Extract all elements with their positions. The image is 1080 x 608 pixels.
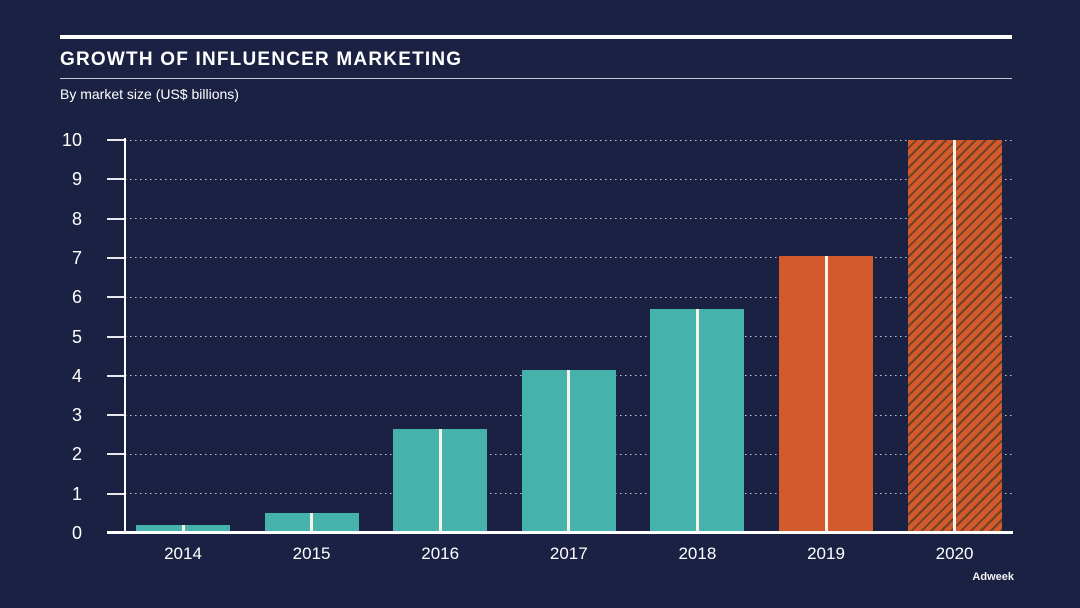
bar-2015 bbox=[264, 513, 359, 533]
y-axis-label-6: 6 bbox=[71, 287, 82, 308]
chart-subtitle: By market size (US$ billions) bbox=[60, 86, 239, 102]
bar-2017 bbox=[521, 369, 616, 533]
x-axis-baseline bbox=[107, 531, 1013, 534]
bar-2016 bbox=[393, 428, 488, 533]
bar-2018 bbox=[650, 309, 745, 533]
x-axis-label-2018: 2018 bbox=[678, 544, 717, 563]
y-tick-10 bbox=[107, 139, 125, 141]
x-axis-label-2016: 2016 bbox=[421, 544, 460, 563]
x-axis-label-2014: 2014 bbox=[164, 544, 202, 563]
chart-title: GROWTH OF INFLUENCER MARKETING bbox=[60, 49, 463, 70]
x-axis-label-2020: 2020 bbox=[935, 544, 974, 563]
y-axis-label-1: 1 bbox=[71, 483, 82, 504]
y-tick-4 bbox=[107, 374, 125, 377]
y-tick-3 bbox=[107, 414, 125, 417]
bar-center-divider bbox=[695, 309, 699, 533]
gridline-6 bbox=[125, 296, 1013, 298]
y-tick-6 bbox=[107, 296, 125, 299]
bar-center-divider bbox=[181, 525, 185, 533]
y-axis-label-0: 0 bbox=[71, 523, 82, 543]
bar-2019 bbox=[779, 255, 873, 533]
bar-2014 bbox=[136, 525, 230, 533]
bar-center-divider bbox=[567, 369, 571, 533]
gridline-8 bbox=[125, 218, 1013, 220]
y-axis-label-7: 7 bbox=[71, 247, 82, 268]
bar-2020 bbox=[907, 140, 1002, 533]
bar-center-divider bbox=[824, 255, 828, 533]
source-credit: Adweek bbox=[972, 571, 1014, 583]
y-tick-2 bbox=[107, 453, 125, 456]
x-axis-label-2019: 2019 bbox=[807, 544, 845, 563]
bar-center-divider bbox=[310, 513, 314, 533]
y-tick-1 bbox=[107, 492, 125, 495]
y-axis-label-8: 8 bbox=[71, 208, 82, 229]
x-axis-label-2015: 2015 bbox=[292, 544, 331, 563]
gridline-9 bbox=[125, 178, 1013, 180]
title-underline-rule bbox=[60, 78, 1012, 79]
gridline-7 bbox=[125, 257, 1013, 259]
header-top-rule bbox=[60, 35, 1012, 39]
y-tick-8 bbox=[107, 217, 125, 220]
y-axis-label-9: 9 bbox=[71, 169, 82, 190]
x-axis-label-2017: 2017 bbox=[549, 544, 588, 563]
bar-chart-plot-area: 0 1 2 3 4 5 6 7 8 9 10 2014 2015 2016 2017 2018 2019 2020 bbox=[62, 130, 1013, 563]
gridline-10 bbox=[125, 139, 1013, 141]
gridline-5 bbox=[125, 336, 1013, 337]
y-tick-9 bbox=[107, 178, 125, 181]
y-axis-label-10: 10 bbox=[61, 130, 82, 150]
bar-center-divider bbox=[438, 428, 442, 533]
y-axis-line bbox=[124, 138, 126, 533]
y-tick-5 bbox=[107, 335, 125, 338]
bar-center-divider bbox=[953, 140, 957, 533]
y-tick-7 bbox=[107, 256, 125, 259]
y-axis-label-5: 5 bbox=[71, 326, 82, 347]
y-axis-label-3: 3 bbox=[71, 405, 82, 426]
y-axis-label-2: 2 bbox=[71, 444, 82, 465]
y-axis-label-4: 4 bbox=[71, 365, 82, 386]
